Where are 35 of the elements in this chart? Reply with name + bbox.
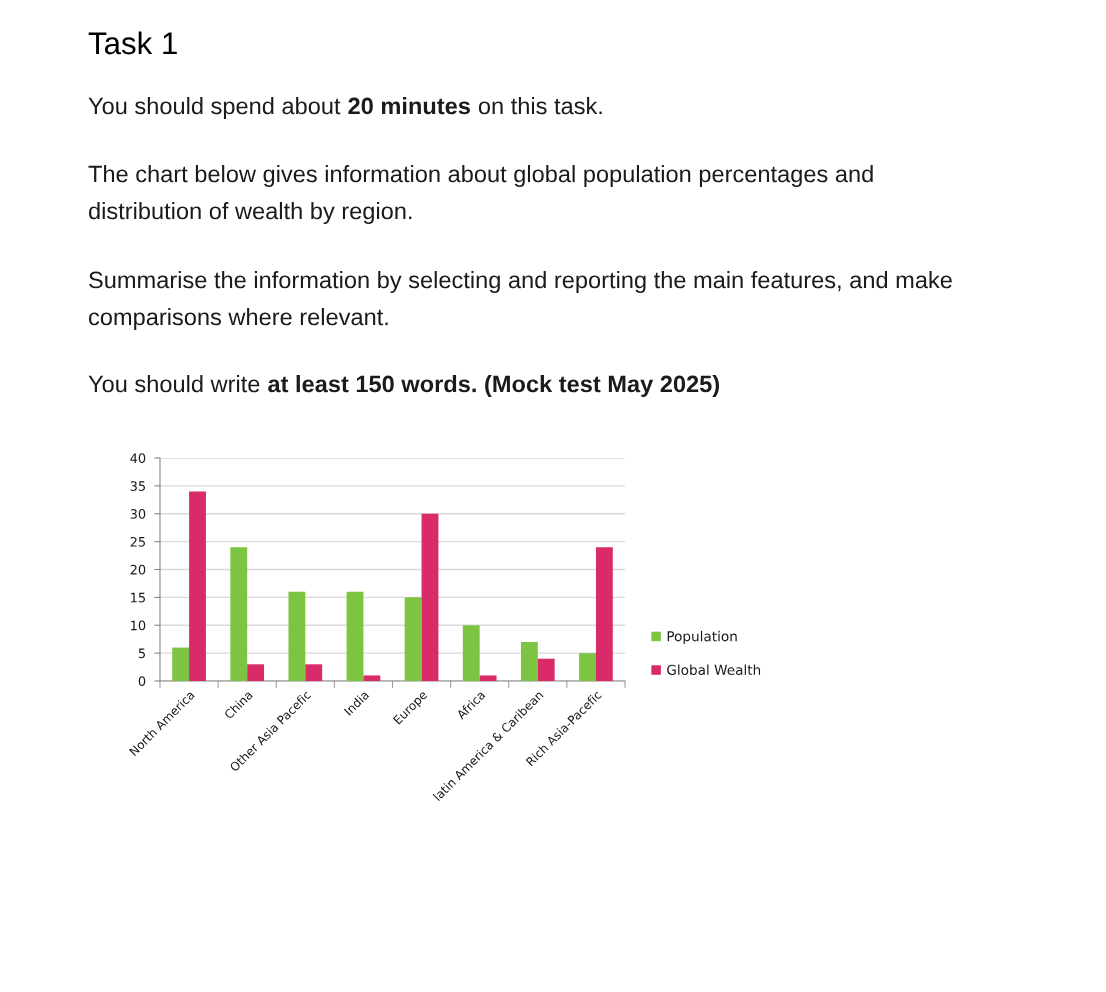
- y-tick-label: 5: [138, 648, 145, 659]
- text: The chart below gives information about global population percentages and distribution of wealth by region.: [88, 165, 873, 224]
- legend-label: Population: [667, 630, 737, 645]
- bar: [230, 547, 248, 681]
- text: You should spend about: [88, 97, 341, 120]
- y-tick-label: 20: [130, 564, 146, 575]
- bar: [247, 664, 265, 681]
- bar: [479, 675, 497, 681]
- y-tick-label: 15: [131, 592, 145, 603]
- bar: [404, 597, 422, 681]
- y-tick-label: 40: [130, 453, 146, 464]
- bar: [172, 647, 190, 681]
- bar: [462, 625, 480, 681]
- y-tick-label: 25: [130, 536, 145, 547]
- y-tick-label: 10: [131, 620, 146, 631]
- bar: [189, 491, 206, 681]
- bar: [520, 641, 538, 681]
- y-tick-label: 30: [130, 509, 146, 519]
- text: at least 150 words. (Mock test May 2025): [268, 374, 719, 398]
- text: 20 minutes: [348, 97, 470, 115]
- bar: [346, 591, 364, 681]
- bar: [363, 675, 381, 681]
- legend-label: Global Wealth: [667, 664, 761, 675]
- chart-title: Task 1: [88, 31, 177, 55]
- bar: [305, 664, 323, 681]
- bar: [288, 591, 306, 681]
- bar: [595, 547, 613, 681]
- y-tick-label: 35: [130, 481, 145, 491]
- bar: [579, 653, 596, 681]
- text: on this task.: [478, 97, 602, 115]
- text: Summarise the information by selecting and reporting the main features, and make comparisons where relevant.: [89, 271, 952, 331]
- bar: [421, 513, 439, 681]
- bar: [537, 658, 555, 681]
- y-tick-label: 0: [138, 676, 146, 687]
- text: You should write: [88, 374, 260, 393]
